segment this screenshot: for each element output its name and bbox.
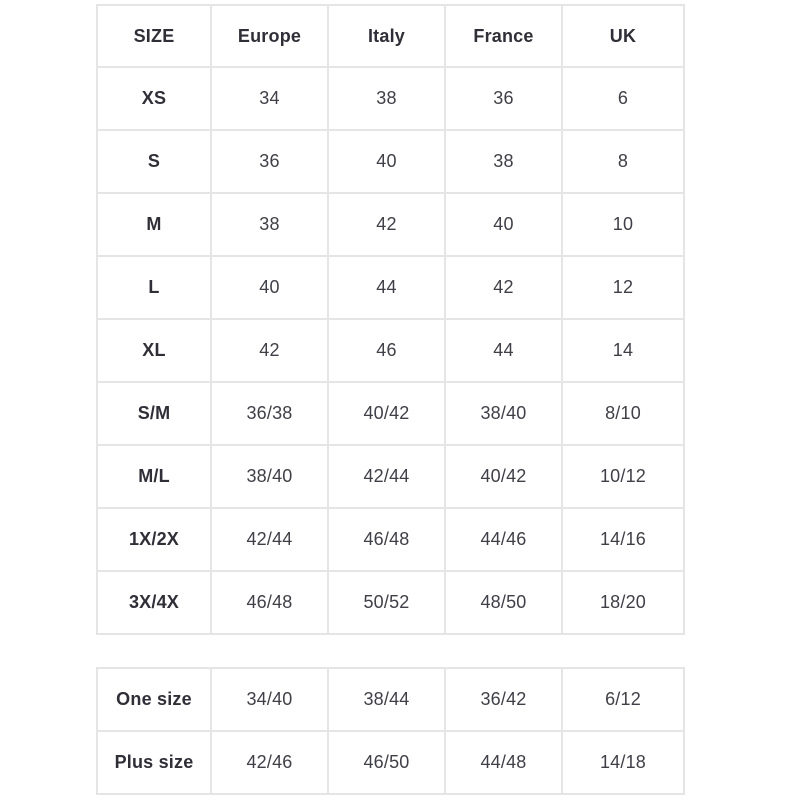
special-sizes-table-container: One size 34/40 38/44 36/42 6/12 Plus size 42/4…	[96, 667, 685, 795]
size-value-cell: 38/40	[444, 381, 563, 446]
size-value-cell: 42	[210, 318, 329, 383]
row-label-cell: S	[96, 129, 212, 194]
size-value-cell: 10/12	[561, 444, 685, 509]
size-value-cell: 44	[327, 255, 446, 320]
size-value-cell: 44	[444, 318, 563, 383]
table-row: M 38 42 40 10	[96, 192, 685, 257]
row-label-cell: M	[96, 192, 212, 257]
table-row: One size 34/40 38/44 36/42 6/12	[96, 667, 685, 732]
size-value-cell: 46/48	[210, 570, 329, 635]
column-header: Europe	[210, 4, 329, 68]
size-value-cell: 42/44	[327, 444, 446, 509]
row-label-cell: 3X/4X	[96, 570, 212, 635]
table-row: Plus size 42/46 46/50 44/48 14/18	[96, 730, 685, 795]
size-value-cell: 44/48	[444, 730, 563, 795]
row-label-cell: 1X/2X	[96, 507, 212, 572]
table-row: M/L 38/40 42/44 40/42 10/12	[96, 444, 685, 509]
size-value-cell: 46/50	[327, 730, 446, 795]
special-sizes-table: One size 34/40 38/44 36/42 6/12 Plus size 42/4…	[96, 667, 685, 795]
size-value-cell: 40/42	[444, 444, 563, 509]
table-row: 1X/2X 42/44 46/48 44/46 14/16	[96, 507, 685, 572]
size-value-cell: 38/40	[210, 444, 329, 509]
size-value-cell: 14	[561, 318, 685, 383]
size-value-cell: 36	[210, 129, 329, 194]
row-label-cell: XS	[96, 66, 212, 131]
size-value-cell: 38/44	[327, 667, 446, 732]
size-value-cell: 46/48	[327, 507, 446, 572]
size-value-cell: 42	[444, 255, 563, 320]
header-row: SIZE Europe Italy France UK	[96, 4, 685, 68]
size-value-cell: 34	[210, 66, 329, 131]
size-value-cell: 44/46	[444, 507, 563, 572]
column-header: France	[444, 4, 563, 68]
size-value-cell: 46	[327, 318, 446, 383]
column-header: UK	[561, 4, 685, 68]
size-value-cell: 38	[210, 192, 329, 257]
table-row: XL 42 46 44 14	[96, 318, 685, 383]
size-value-cell: 8	[561, 129, 685, 194]
size-value-cell: 38	[327, 66, 446, 131]
table-row: L 40 44 42 12	[96, 255, 685, 320]
size-value-cell: 36/42	[444, 667, 563, 732]
size-conversion-table: SIZE Europe Italy France UK XS 34 38 36 6 S 36 40 38…	[96, 4, 685, 635]
size-value-cell: 36	[444, 66, 563, 131]
row-label-cell: Plus size	[96, 730, 212, 795]
size-value-cell: 14/18	[561, 730, 685, 795]
size-value-cell: 40	[210, 255, 329, 320]
size-value-cell: 18/20	[561, 570, 685, 635]
size-conversion-table-container: SIZE Europe Italy France UK XS 34 38 36 6 S 36 40 38…	[96, 4, 685, 635]
size-value-cell: 6	[561, 66, 685, 131]
size-value-cell: 10	[561, 192, 685, 257]
table-row: S 36 40 38 8	[96, 129, 685, 194]
size-value-cell: 6/12	[561, 667, 685, 732]
row-label-cell: M/L	[96, 444, 212, 509]
special-sizes-table-body: One size 34/40 38/44 36/42 6/12 Plus size 42/4…	[96, 667, 685, 795]
size-value-cell: 34/40	[210, 667, 329, 732]
size-value-cell: 36/38	[210, 381, 329, 446]
size-value-cell: 48/50	[444, 570, 563, 635]
size-value-cell: 42/46	[210, 730, 329, 795]
column-header: SIZE	[96, 4, 212, 68]
size-value-cell: 40/42	[327, 381, 446, 446]
row-label-cell: One size	[96, 667, 212, 732]
size-value-cell: 8/10	[561, 381, 685, 446]
row-label-cell: L	[96, 255, 212, 320]
size-value-cell: 42/44	[210, 507, 329, 572]
column-header: Italy	[327, 4, 446, 68]
table-row: 3X/4X 46/48 50/52 48/50 18/20	[96, 570, 685, 635]
table-row: S/M 36/38 40/42 38/40 8/10	[96, 381, 685, 446]
row-label-cell: S/M	[96, 381, 212, 446]
size-value-cell: 40	[444, 192, 563, 257]
size-value-cell: 14/16	[561, 507, 685, 572]
table-row: XS 34 38 36 6	[96, 66, 685, 131]
size-value-cell: 50/52	[327, 570, 446, 635]
size-value-cell: 42	[327, 192, 446, 257]
size-value-cell: 38	[444, 129, 563, 194]
size-value-cell: 12	[561, 255, 685, 320]
row-label-cell: XL	[96, 318, 212, 383]
size-conversion-table-body: XS 34 38 36 6 S 36 40 38 8 M 38 42 40 10 L 40 44 42 12 XL 42 4…	[96, 66, 685, 635]
size-value-cell: 40	[327, 129, 446, 194]
